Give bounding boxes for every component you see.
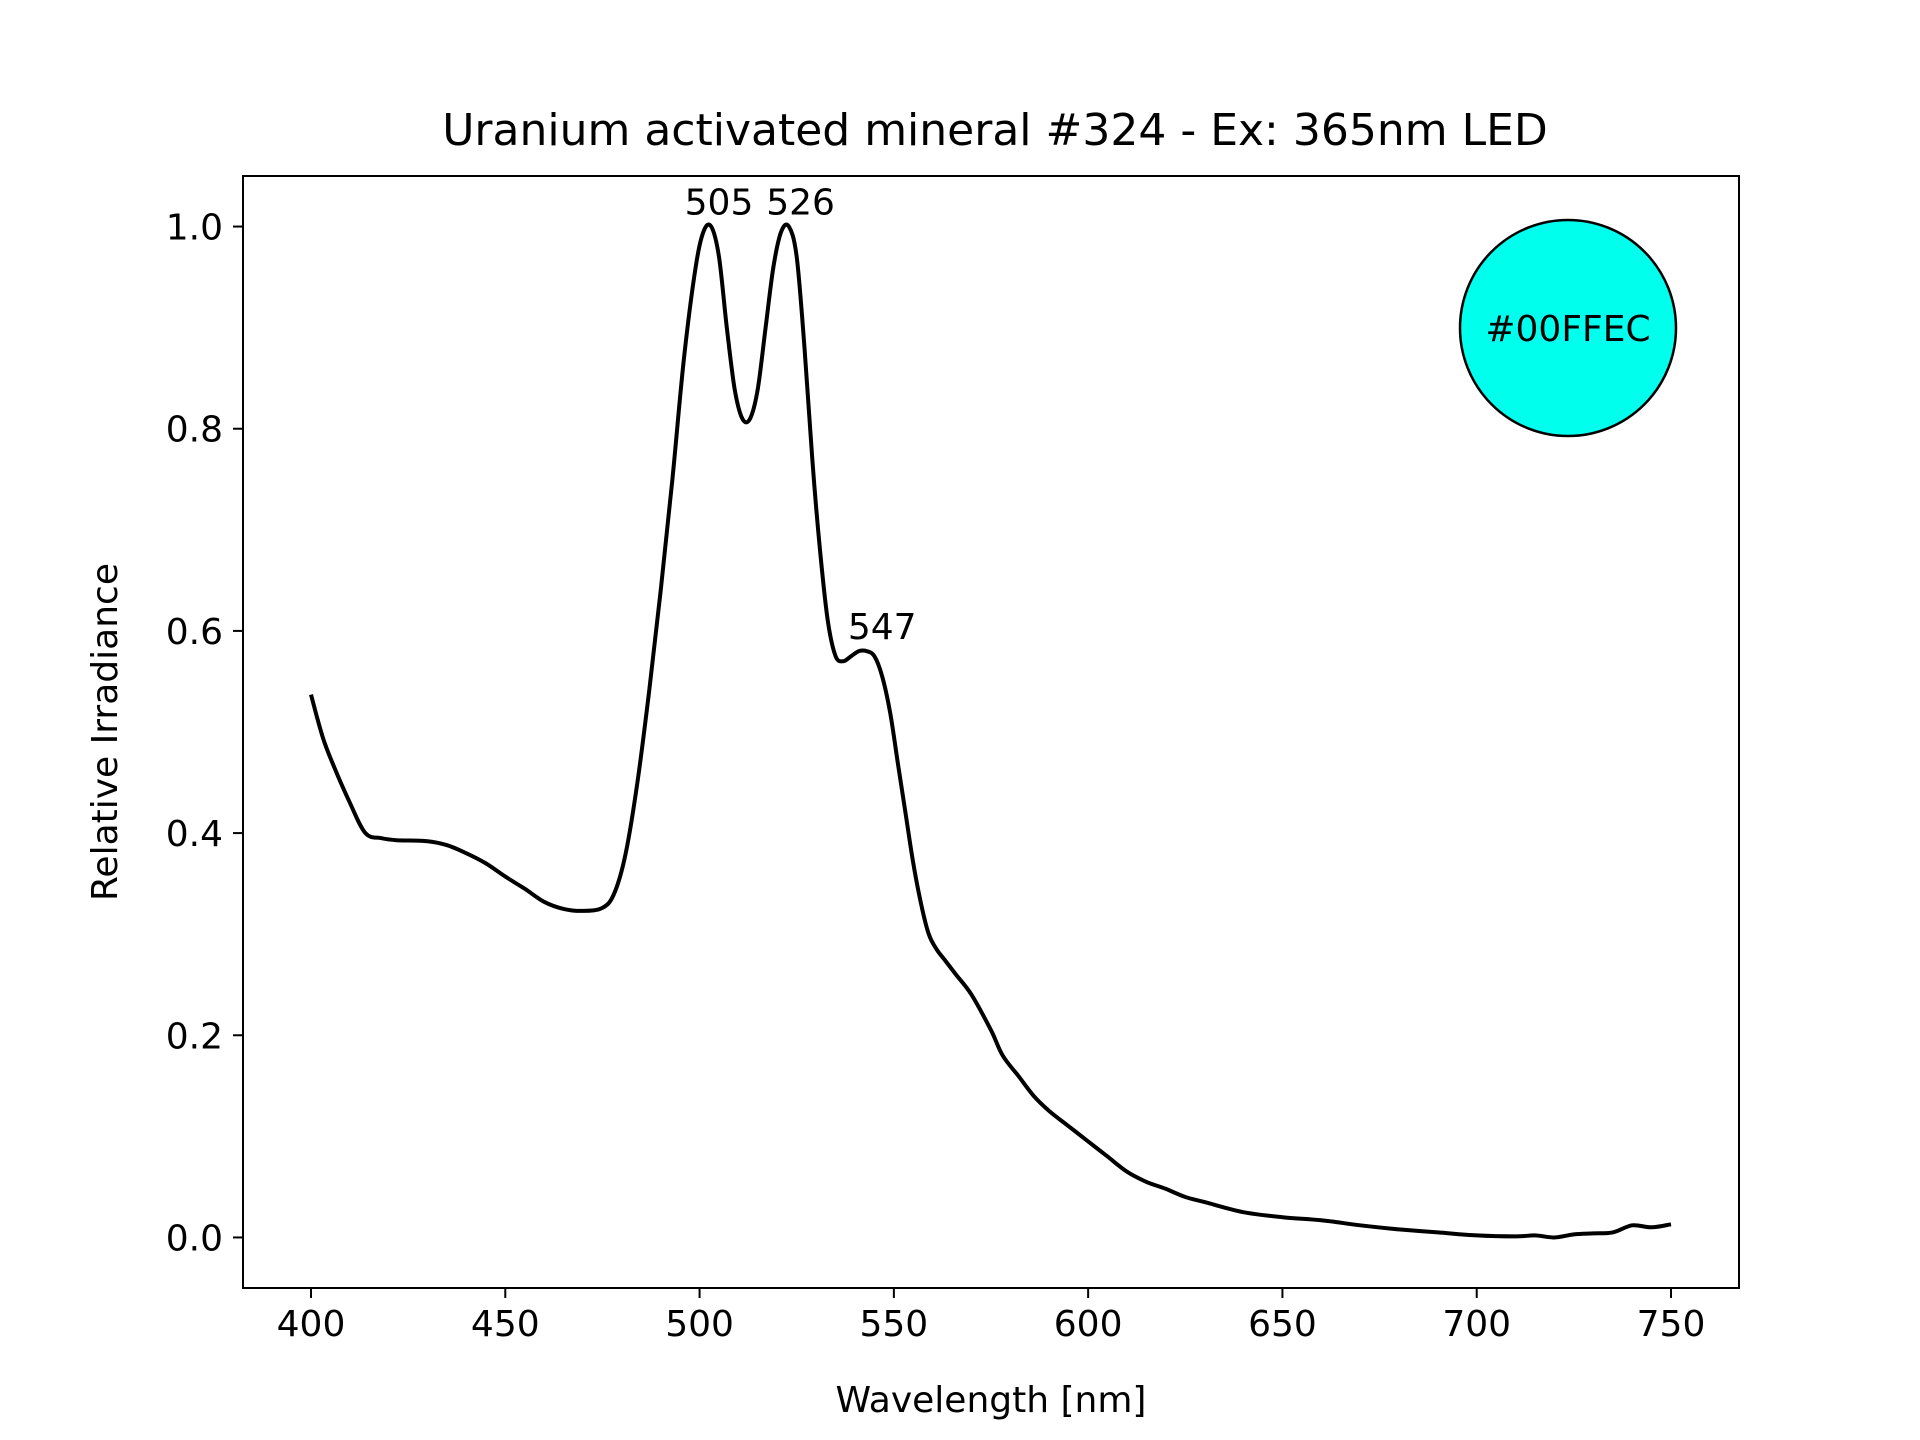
- plot-area-frame: [242, 175, 1740, 1289]
- y-axis-ticks: 0.0 0.2 0.4 0.6 0.8 1.0: [166, 208, 243, 1259]
- y-tick-label: 0.4: [166, 814, 223, 855]
- color-swatch-label: #00FFEC: [1485, 309, 1650, 350]
- color-swatch: #00FFEC: [1458, 218, 1678, 438]
- y-tick-label: 0.2: [166, 1016, 223, 1057]
- x-tick-label: 700: [1442, 1304, 1511, 1345]
- x-tick-label: 600: [1054, 1304, 1123, 1345]
- y-tick-label: 0.8: [166, 410, 223, 451]
- y-axis-label: Relative Irradiance: [85, 563, 126, 901]
- y-tick-label: 0.0: [166, 1218, 223, 1259]
- x-tick-label: 500: [665, 1304, 734, 1345]
- peak-annotations: 505 526 547: [685, 183, 917, 649]
- peak-label: 547: [848, 607, 917, 648]
- peak-label: 526: [766, 183, 835, 224]
- x-tick-label: 400: [277, 1304, 346, 1345]
- spectrum-line: [309, 222, 1672, 1240]
- series-group: [309, 222, 1672, 1240]
- y-tick-label: 1.0: [166, 208, 223, 249]
- x-axis-label: Wavelength [nm]: [836, 1380, 1147, 1421]
- chart-title: Uranium activated mineral #324 - Ex: 365…: [442, 105, 1548, 156]
- peak-label: 505: [685, 183, 754, 224]
- x-axis-ticks: 400 450 500 550 600 650 700 750: [277, 1288, 1706, 1345]
- x-tick-label: 750: [1637, 1304, 1706, 1345]
- x-tick-label: 550: [859, 1304, 928, 1345]
- x-tick-label: 450: [471, 1304, 540, 1345]
- color-swatch-circle: [1458, 218, 1678, 438]
- x-tick-label: 650: [1248, 1304, 1317, 1345]
- y-tick-label: 0.6: [166, 612, 223, 653]
